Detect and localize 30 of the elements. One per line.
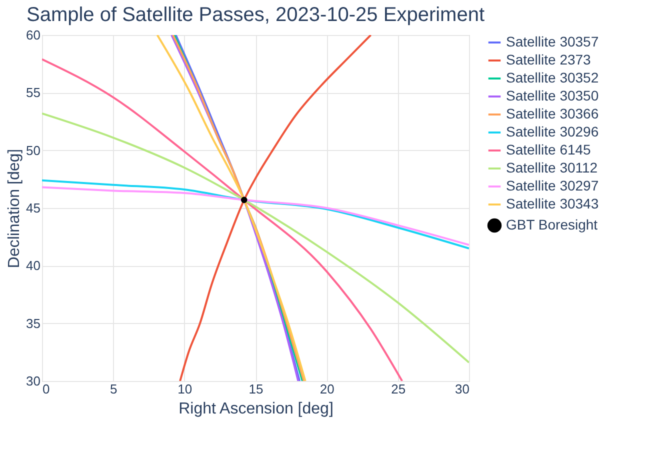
- y-tick-label: 55: [26, 85, 40, 100]
- line-series: [179, 35, 372, 381]
- legend-label: Satellite 30297: [506, 178, 599, 194]
- legend-label: Satellite 6145: [506, 142, 592, 158]
- legend-label: Satellite 30112: [506, 160, 598, 176]
- y-axis-title: Declination [deg]: [6, 148, 24, 268]
- x-tick-label: 0: [42, 382, 50, 396]
- chart-title: Sample of Satellite Passes, 2023-10-25 Experiment: [26, 4, 485, 26]
- legend-label: Satellite 2373: [506, 52, 592, 68]
- legend-label: Satellite 30343: [506, 196, 599, 212]
- legend-label: Satellite 30357: [506, 34, 599, 50]
- x-tick-label: 10: [178, 382, 192, 396]
- legend-label: Satellite 30352: [506, 70, 599, 86]
- x-tick-label: 15: [248, 382, 264, 396]
- x-tick-label: 5: [110, 382, 118, 396]
- x-axis-title: Right Ascension [deg]: [178, 400, 334, 418]
- legend-label: Satellite 30350: [506, 88, 599, 104]
- y-tick-label: 40: [26, 258, 40, 274]
- y-tick-label: 45: [26, 200, 40, 216]
- y-tick-label: 50: [26, 142, 40, 158]
- line-series: [42, 58, 404, 381]
- x-tick-label: 20: [320, 382, 334, 396]
- x-tick-label: 30: [455, 382, 470, 396]
- legend-label: Satellite 30296: [506, 124, 599, 140]
- y-tick-label: 60: [26, 28, 40, 42]
- legend-label: GBT Boresight: [506, 216, 598, 232]
- y-tick-label: 35: [26, 316, 40, 331]
- line-series: [42, 112, 469, 364]
- x-tick-label: 25: [391, 382, 406, 396]
- legend-label: Satellite 30366: [506, 106, 599, 122]
